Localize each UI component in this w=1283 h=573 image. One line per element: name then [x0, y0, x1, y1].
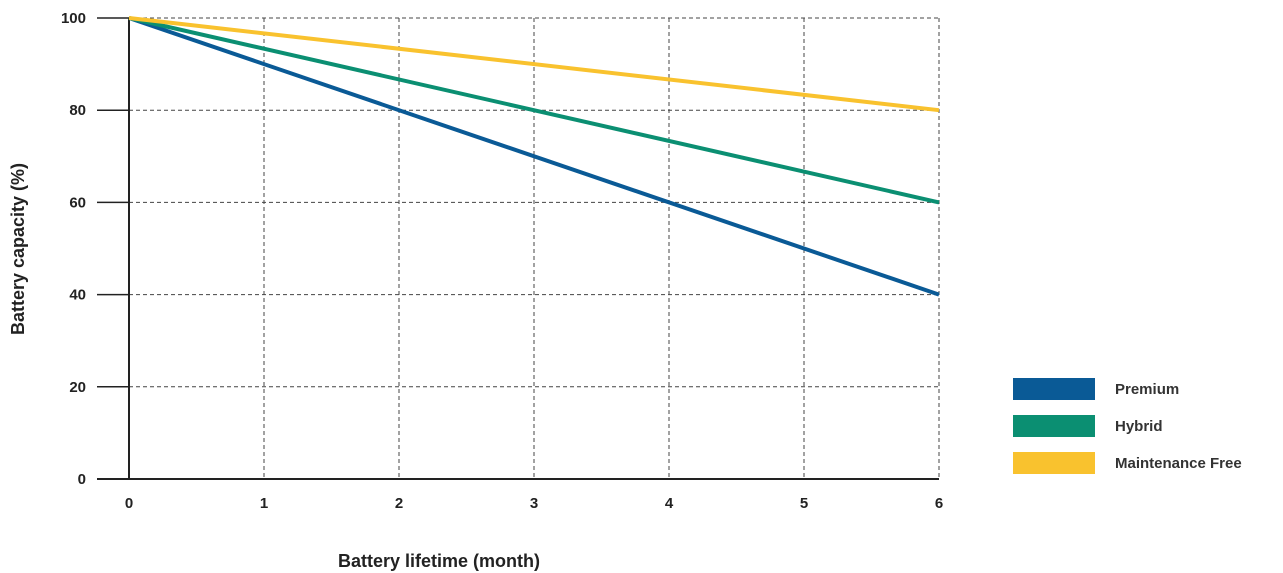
legend-item-premium: Premium [1013, 378, 1179, 400]
tick-labels: 0 20 40 60 80 100 0 1 2 3 4 5 6 [61, 10, 943, 512]
legend-label-premium: Premium [1115, 381, 1179, 398]
y-tick-label-40: 40 [69, 287, 86, 304]
series-line-hybrid [128, 16, 940, 205]
y-tick-label-80: 80 [69, 102, 86, 119]
y-tick-label-20: 20 [69, 379, 86, 396]
legend-item-hybrid: Hybrid [1013, 415, 1163, 437]
x-tick-label-1: 1 [260, 495, 268, 512]
legend-swatch-maintenance-free [1013, 452, 1095, 474]
y-tick-label-60: 60 [69, 194, 86, 211]
y-tick-label-100: 100 [61, 10, 86, 27]
x-tick-label-3: 3 [530, 495, 538, 512]
series-lines [128, 16, 940, 297]
x-tick-label-5: 5 [800, 495, 808, 512]
y-tick-label-0: 0 [78, 471, 86, 488]
legend-label-maintenance-free: Maintenance Free [1115, 455, 1242, 472]
x-tick-label-0: 0 [125, 495, 133, 512]
series-line-maintenance-free [128, 16, 940, 113]
grid-lines [129, 17, 940, 479]
x-tick-label-2: 2 [395, 495, 403, 512]
legend: Premium Hybrid Maintenance Free [1013, 378, 1242, 474]
axes [97, 17, 939, 480]
legend-swatch-hybrid [1013, 415, 1095, 437]
legend-label-hybrid: Hybrid [1115, 418, 1163, 435]
x-tick-label-6: 6 [935, 495, 943, 512]
legend-swatch-premium [1013, 378, 1095, 400]
y-axis-title: Battery capacity (%) [8, 163, 28, 335]
x-axis-title: Battery lifetime (month) [338, 551, 540, 571]
x-tick-label-4: 4 [665, 495, 674, 512]
series-line-premium [128, 16, 940, 297]
legend-item-maintenance-free: Maintenance Free [1013, 452, 1242, 474]
